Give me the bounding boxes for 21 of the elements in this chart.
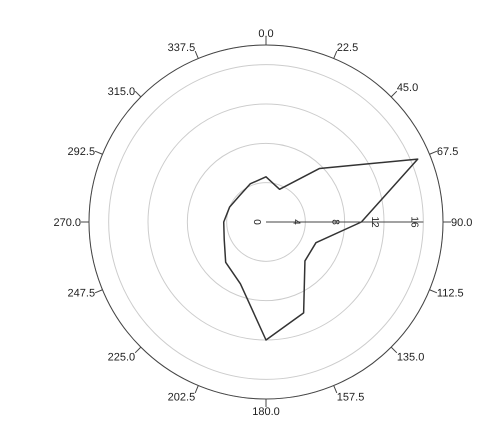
spoke-label: 247.5 xyxy=(68,288,96,300)
spoke-label: 292.5 xyxy=(68,146,96,158)
spoke-label: 22.5 xyxy=(336,42,358,54)
spoke-label: 0.0 xyxy=(258,28,274,40)
spoke-label: 180.0 xyxy=(252,406,280,418)
spoke-label: 90.0 xyxy=(451,216,472,229)
spoke-label: 112.5 xyxy=(436,288,464,300)
spoke-label: 67.5 xyxy=(436,146,458,158)
spoke-label: 135.0 xyxy=(396,352,424,364)
spoke-label: 202.5 xyxy=(168,392,196,404)
spoke-label: 315.0 xyxy=(108,86,136,98)
spoke-label: 270.0 xyxy=(53,216,81,229)
y-tick-label: 12 xyxy=(369,216,380,228)
spoke-label: 337.5 xyxy=(168,42,196,54)
y-tick-label: 4 xyxy=(290,219,302,226)
y-tick-label: 0 xyxy=(251,219,262,226)
spoke-label: 225.0 xyxy=(108,352,136,364)
spoke-label: 157.5 xyxy=(336,392,364,404)
spoke-label: 45.0 xyxy=(396,82,418,94)
y-tick-label: 8 xyxy=(330,219,341,226)
y-tick-label: 16 xyxy=(408,216,420,228)
